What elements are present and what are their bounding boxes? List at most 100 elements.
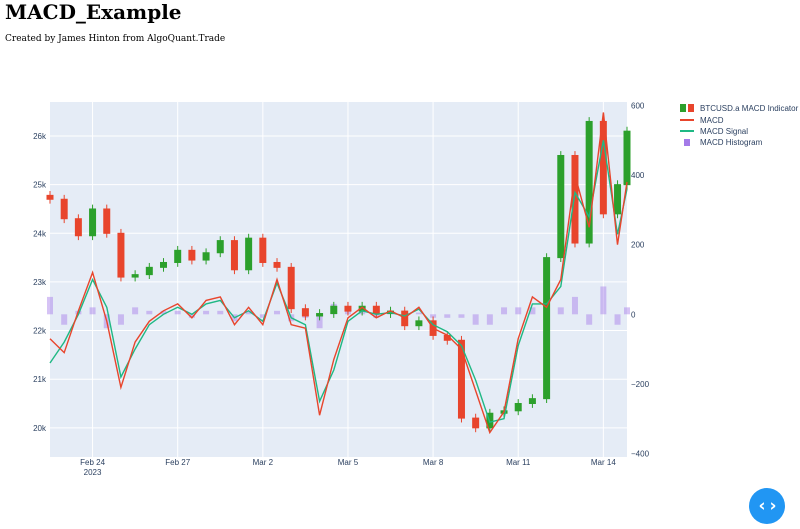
candle-body [344, 305, 352, 312]
y-right-tick-label: 0 [631, 310, 636, 319]
histogram-bar [571, 296, 578, 315]
histogram-bar [430, 314, 437, 318]
candle-body [472, 417, 480, 429]
legend-item-histogram[interactable]: MACD Histogram [684, 138, 763, 147]
histogram-bar [501, 307, 508, 315]
y-left-tick-label: 26k [33, 132, 47, 141]
histogram-bar [259, 314, 266, 318]
legend-item-price[interactable]: BTCUSD.a MACD Indicator [680, 104, 799, 113]
candle-body [74, 218, 82, 237]
histogram-bar [188, 314, 195, 318]
histogram-bar [444, 314, 451, 318]
plot-area[interactable] [50, 102, 627, 457]
histogram-bar [458, 314, 465, 318]
candle-body [117, 232, 125, 278]
legend: BTCUSD.a MACD Indicator MACD MACD Signal… [680, 104, 799, 147]
legend-label-signal: MACD Signal [700, 127, 748, 136]
y-axis-left: 20k 21k 22k 23k 24k 25k 26k [33, 132, 47, 433]
x-tick-label: Mar 14 [591, 458, 616, 467]
histogram-bar [600, 286, 607, 315]
macd-signal-line [49, 140, 628, 424]
candle-body [160, 261, 168, 268]
candle-body [415, 320, 423, 327]
candle-body [614, 184, 622, 215]
histogram-bar [515, 307, 522, 315]
candle-body [301, 308, 309, 317]
histogram-bar [203, 310, 210, 315]
histogram-bar [529, 307, 536, 315]
histogram-bar [160, 310, 167, 315]
legend-item-signal[interactable]: MACD Signal [680, 127, 748, 136]
candle-body [230, 240, 238, 271]
candle-body [216, 240, 224, 254]
candle-body [585, 120, 593, 244]
candle-body [60, 198, 68, 220]
histogram-bar [415, 312, 422, 315]
legend-label-price: BTCUSD.a MACD Indicator [700, 104, 799, 113]
histogram-bar [557, 307, 564, 315]
y-right-tick-label: −200 [631, 380, 650, 389]
histogram-bar [586, 314, 593, 325]
code-button[interactable]: ‹ › [749, 488, 785, 524]
histogram-bar [316, 314, 323, 329]
y-left-tick-label: 21k [33, 375, 47, 384]
candle-body [457, 339, 465, 419]
y-right-tick-label: 200 [631, 241, 645, 250]
candle-body [188, 249, 196, 261]
y-left-tick-label: 24k [33, 229, 47, 238]
y-axis-right: −400 −200 0 200 400 600 [631, 101, 650, 458]
candle-body [571, 154, 579, 244]
page-title: MACD_Example [5, 0, 182, 24]
candle-body [46, 194, 54, 200]
x-tick-label: Mar 2 [253, 458, 274, 467]
candle-body [145, 266, 153, 276]
candle-body [259, 237, 267, 263]
x-tick-label: Feb 27 [165, 458, 190, 467]
candle-body [316, 313, 324, 317]
y-left-tick-label: 22k [33, 327, 47, 336]
histogram-bar [117, 314, 124, 325]
histogram-bar [614, 314, 621, 325]
histogram-bar [146, 310, 153, 315]
y-left-tick-label: 23k [33, 278, 47, 287]
candle-body [103, 208, 111, 234]
x-tick-label: Mar 8 [423, 458, 444, 467]
histogram-bar [472, 314, 479, 325]
code-icon: ‹ › [758, 496, 777, 516]
legend-label-macd: MACD [700, 116, 724, 125]
histogram-bar [486, 314, 493, 325]
candle-body [202, 252, 210, 261]
candle-body [273, 261, 281, 268]
candle-body [623, 130, 631, 186]
candle-body [543, 257, 551, 400]
macd-line [49, 112, 628, 435]
candle-body [245, 237, 253, 271]
candle-body [330, 305, 338, 315]
candles-layer [46, 117, 631, 433]
x-tick-label: Feb 24 [80, 458, 105, 467]
y-right-tick-label: 600 [631, 101, 645, 110]
y-left-tick-label: 20k [33, 424, 47, 433]
legend-swatch-histogram [684, 139, 690, 146]
x-tick-label: Mar 11 [506, 458, 531, 467]
y-left-tick-label: 25k [33, 181, 47, 190]
candle-body [557, 154, 565, 259]
y-right-tick-label: 400 [631, 171, 645, 180]
candle-body [174, 249, 182, 263]
legend-swatch-candle-down [688, 104, 694, 112]
candle-body [514, 403, 522, 412]
candle-body [528, 398, 536, 405]
legend-item-macd[interactable]: MACD [680, 116, 724, 125]
candle-body [372, 305, 380, 315]
histogram-bar [132, 307, 139, 315]
lines-layer [49, 112, 628, 435]
candle-body [131, 274, 139, 278]
histogram-bar [245, 310, 252, 315]
page-subtitle: Created by James Hinton from AlgoQuant.T… [5, 34, 226, 44]
x-tick-label: Mar 5 [338, 458, 359, 467]
legend-swatch-candle-up [680, 104, 686, 112]
histogram-bar [217, 310, 224, 315]
histogram-bar [274, 310, 281, 315]
